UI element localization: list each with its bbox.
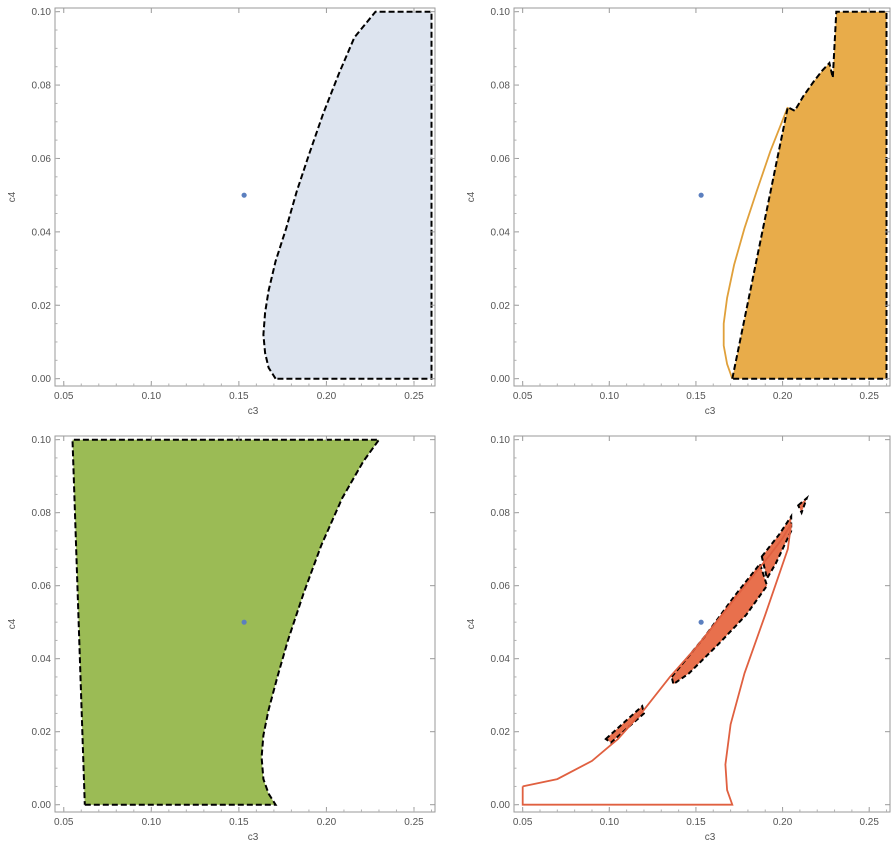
feasible-region xyxy=(72,439,379,805)
x-axis-label: c3 xyxy=(248,832,259,843)
x-tick-label: 0.25 xyxy=(859,817,879,828)
panel-1: 0.05 0.10 0.15 0.20 0.25 0.00 0.02 0.04 0.06 0.08… xyxy=(7,7,436,417)
y-tick-label: 0.02 xyxy=(32,301,52,312)
y-axis-label: c4 xyxy=(466,191,477,202)
panel-3: 0.05 0.10 0.15 0.20 0.25 0.00 0.02 0.04 0.06 0.08… xyxy=(7,435,436,843)
feasible-region xyxy=(263,11,432,379)
reference-point xyxy=(698,619,704,625)
region-boundary xyxy=(71,438,381,806)
x-tick-label: 0.10 xyxy=(142,391,162,402)
y-tick-label: 0.10 xyxy=(491,435,511,446)
y-tick-label: 0.02 xyxy=(491,727,511,738)
x-tick-label: 0.05 xyxy=(54,391,74,402)
y-tick-label: 0.04 xyxy=(32,654,52,665)
y-tick-label: 0.06 xyxy=(32,581,52,592)
y-tick-label: 0.00 xyxy=(491,374,511,385)
x-tick-label: 0.25 xyxy=(859,391,879,402)
plot-frame xyxy=(54,7,436,387)
x-tick-label: 0.25 xyxy=(404,817,424,828)
x-tick-label: 0.10 xyxy=(142,817,162,828)
y-tick-label: 0.04 xyxy=(32,227,52,238)
x-tick-label: 0.05 xyxy=(513,817,533,828)
y-tick-label: 0.00 xyxy=(32,374,52,385)
panel-4: 0.05 0.10 0.15 0.20 0.25 0.00 0.02 0.04 0.06 0.08… xyxy=(466,435,891,843)
y-tick-label: 0.06 xyxy=(491,581,511,592)
x-tick-label: 0.05 xyxy=(513,391,533,402)
y-tick-label: 0.08 xyxy=(32,508,52,519)
y-tick-label: 0.06 xyxy=(32,154,52,165)
plot-frame xyxy=(513,7,891,387)
x-tick-label: 0.15 xyxy=(686,391,706,402)
plot-frame xyxy=(513,435,891,813)
x-tick-label: 0.15 xyxy=(686,817,706,828)
y-tick-label: 0.10 xyxy=(32,435,52,446)
y-tick-label: 0.08 xyxy=(32,81,52,92)
y-tick-label: 0.02 xyxy=(32,727,52,738)
y-tick-label: 0.04 xyxy=(491,227,511,238)
x-tick-label: 0.10 xyxy=(600,391,620,402)
y-tick-label: 0.08 xyxy=(491,81,511,92)
x-tick-label: 0.15 xyxy=(229,817,249,828)
plot-frame xyxy=(54,435,436,813)
x-tick-label: 0.20 xyxy=(773,817,793,828)
region-patch-2 xyxy=(670,561,769,686)
y-axis-label: c4 xyxy=(466,618,477,629)
y-tick-label: 0.02 xyxy=(491,301,511,312)
x-tick-label: 0.20 xyxy=(317,817,337,828)
region-boundary xyxy=(262,10,433,380)
y-axis-label: c4 xyxy=(7,191,18,202)
y-tick-label: 0.04 xyxy=(491,654,511,665)
y-tick-label: 0.08 xyxy=(491,508,511,519)
x-tick-label: 0.25 xyxy=(404,391,424,402)
y-tick-label: 0.00 xyxy=(491,800,511,811)
reference-point xyxy=(241,619,247,625)
region-boundary xyxy=(731,10,888,380)
y-axis-label: c4 xyxy=(7,618,18,629)
x-tick-label: 0.15 xyxy=(229,391,249,402)
region-patch-4 xyxy=(796,494,809,516)
y-tick-label: 0.10 xyxy=(32,7,52,18)
x-axis-label: c3 xyxy=(705,406,716,417)
x-tick-label: 0.20 xyxy=(773,391,793,402)
x-axis-label: c3 xyxy=(705,832,716,843)
panel-2: 0.05 0.10 0.15 0.20 0.25 0.00 0.02 0.04 0.06 0.08… xyxy=(466,7,891,417)
boundary-curve xyxy=(521,523,793,806)
x-tick-label: 0.10 xyxy=(600,817,620,828)
feasible-region xyxy=(732,11,887,379)
x-tick-label: 0.05 xyxy=(54,817,74,828)
boundary-curve xyxy=(722,106,789,380)
y-tick-label: 0.06 xyxy=(491,154,511,165)
y-tick-label: 0.00 xyxy=(32,800,52,811)
x-axis-label: c3 xyxy=(248,406,259,417)
reference-point xyxy=(698,192,704,198)
region-patch-1 xyxy=(604,704,646,744)
y-tick-label: 0.10 xyxy=(491,7,511,18)
x-tick-label: 0.20 xyxy=(317,391,337,402)
reference-point xyxy=(241,192,247,198)
